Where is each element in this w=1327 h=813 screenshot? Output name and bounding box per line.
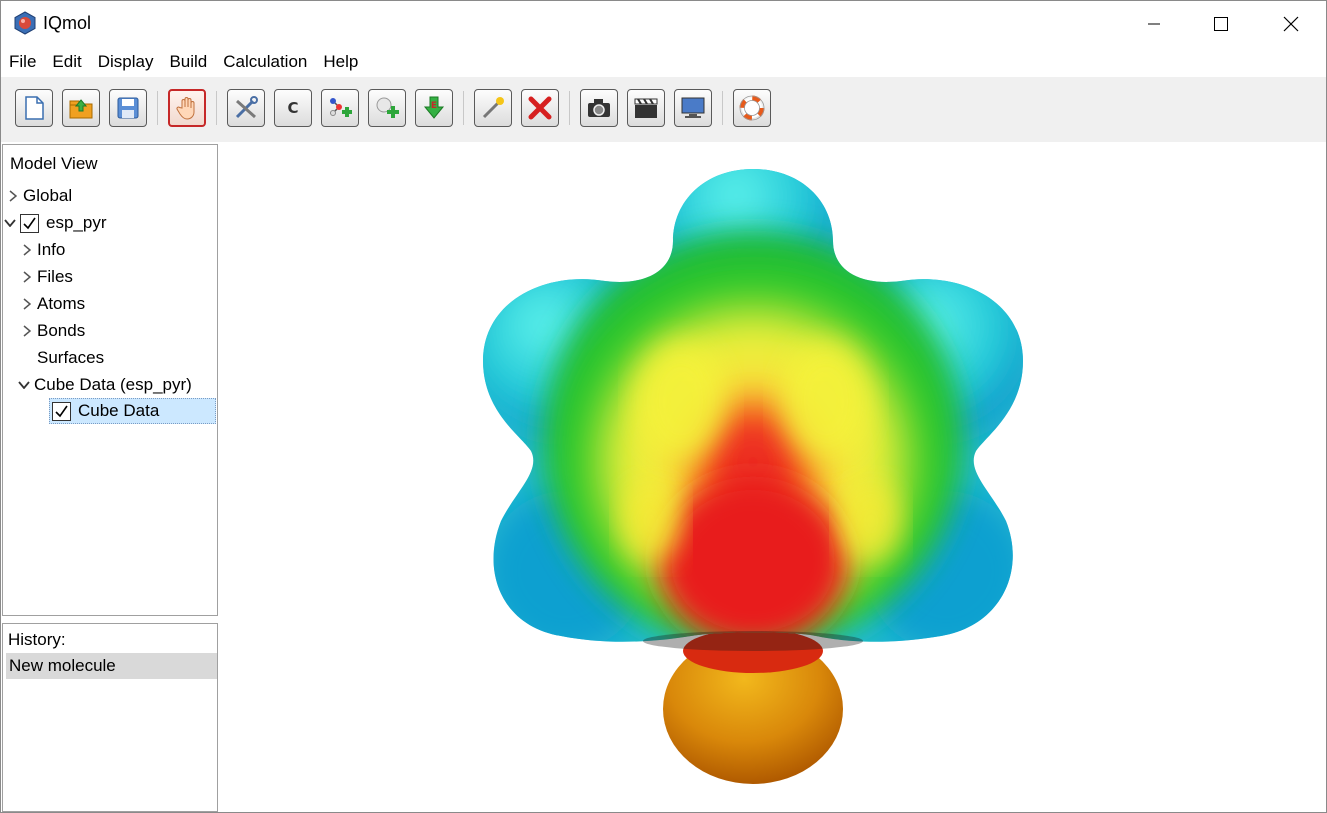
add-hydrogens-button[interactable] xyxy=(321,89,359,127)
new-document-icon xyxy=(25,96,44,120)
tree-item-label: Cube Data xyxy=(78,401,160,420)
open-folder-icon xyxy=(69,99,93,119)
close-button[interactable] xyxy=(1256,1,1326,46)
menu-display[interactable]: Display xyxy=(97,52,154,71)
tree-item-label: Surfaces xyxy=(37,348,105,367)
tree-item-label: esp_pyr xyxy=(46,213,107,232)
add-hydrogens-icon xyxy=(330,98,352,117)
minimize-energy-icon: E xyxy=(423,96,445,119)
delete-button[interactable] xyxy=(521,89,559,127)
minimize-button[interactable] xyxy=(1119,1,1189,46)
manipulate-button[interactable] xyxy=(168,89,206,127)
menu-file[interactable]: File xyxy=(9,52,37,71)
visibility-checkbox[interactable] xyxy=(52,401,71,421)
molecule-viewer-canvas[interactable] xyxy=(223,144,1326,812)
chevron-right-icon[interactable] xyxy=(6,189,20,203)
menu-build[interactable]: Build xyxy=(169,52,208,71)
history-panel: History: New molecule xyxy=(2,623,218,812)
tree-item-global[interactable]: Global xyxy=(6,183,72,209)
build-button[interactable] xyxy=(227,89,265,127)
menu-edit[interactable]: Edit xyxy=(52,52,82,71)
menu-help[interactable]: Help xyxy=(323,52,359,71)
tree-item-atoms[interactable]: Atoms xyxy=(20,291,85,317)
title-bar: IQmol xyxy=(1,1,1326,46)
tree-item-label: Atoms xyxy=(37,294,86,313)
tree-item-surfaces[interactable]: Surfaces xyxy=(37,345,104,371)
toolbar: C E xyxy=(1,77,1326,142)
help-button[interactable] xyxy=(733,89,771,127)
model-view-panel: Model View Global esp_pyr Info Files Ato… xyxy=(2,144,218,616)
tree-item-label: Info xyxy=(37,240,66,259)
chevron-down-icon[interactable] xyxy=(3,216,17,230)
add-fragment-button[interactable] xyxy=(368,89,406,127)
history-header: History: xyxy=(8,630,66,649)
iqmol-logo-icon xyxy=(14,11,36,35)
model-view-header: Model View xyxy=(10,154,98,173)
checkmark-icon xyxy=(55,405,68,417)
menu-bar: File Edit Display Build Calculation Help xyxy=(1,49,1326,77)
toolbar-separator xyxy=(569,91,570,125)
lifebuoy-icon xyxy=(739,95,765,121)
clapperboard-icon xyxy=(634,98,658,118)
tree-item-cube-data[interactable]: Cube Data xyxy=(49,398,216,424)
select-button[interactable] xyxy=(474,89,512,127)
tree-item-label: Global xyxy=(23,186,73,205)
chevron-right-icon[interactable] xyxy=(20,270,34,284)
magic-wand-icon xyxy=(482,97,504,119)
element-button[interactable]: C xyxy=(274,89,312,127)
window-title: IQmol xyxy=(43,13,92,33)
close-icon xyxy=(1283,16,1299,31)
tree-item-info[interactable]: Info xyxy=(20,237,65,263)
tree-item-label: Files xyxy=(37,267,73,286)
tree-item-files[interactable]: Files xyxy=(20,264,73,290)
open-file-button[interactable] xyxy=(62,89,100,127)
fullscreen-button[interactable] xyxy=(674,89,712,127)
red-x-icon xyxy=(528,96,552,120)
tree-item-cube-data-group[interactable]: Cube Data (esp_pyr) xyxy=(17,372,192,398)
checkmark-icon xyxy=(23,217,36,229)
screenshot-button[interactable] xyxy=(580,89,618,127)
chevron-right-icon[interactable] xyxy=(20,243,34,257)
add-fragment-icon xyxy=(376,97,399,118)
toolbar-separator xyxy=(463,91,464,125)
svg-text:E: E xyxy=(431,101,437,111)
toolbar-separator xyxy=(216,91,217,125)
toolbar-separator xyxy=(722,91,723,125)
carbon-letter-icon: C xyxy=(287,99,299,117)
history-item[interactable]: New molecule xyxy=(6,653,217,679)
tree-item-label: Cube Data (esp_pyr) xyxy=(34,375,192,394)
tree-item-label: Bonds xyxy=(37,321,86,340)
tools-icon xyxy=(235,96,258,119)
tree-item-esp-pyr[interactable]: esp_pyr xyxy=(3,210,106,236)
electrostatic-potential-surface xyxy=(483,169,1023,784)
menu-calculation[interactable]: Calculation xyxy=(223,52,308,71)
camera-icon xyxy=(588,99,610,117)
toolbar-separator xyxy=(157,91,158,125)
floppy-disk-icon xyxy=(117,97,139,119)
chevron-right-icon[interactable] xyxy=(20,324,34,338)
maximize-button[interactable] xyxy=(1186,1,1256,46)
record-animation-button[interactable] xyxy=(627,89,665,127)
chevron-down-icon[interactable] xyxy=(17,378,31,392)
minimize-icon xyxy=(1148,23,1160,24)
chevron-right-icon[interactable] xyxy=(20,297,34,311)
save-button[interactable] xyxy=(109,89,147,127)
monitor-icon xyxy=(681,97,705,118)
tree-item-bonds[interactable]: Bonds xyxy=(20,318,85,344)
new-file-button[interactable] xyxy=(15,89,53,127)
maximize-icon xyxy=(1214,16,1228,31)
minimize-energy-button[interactable]: E xyxy=(415,89,453,127)
visibility-checkbox[interactable] xyxy=(20,213,39,233)
hand-icon xyxy=(176,97,195,120)
